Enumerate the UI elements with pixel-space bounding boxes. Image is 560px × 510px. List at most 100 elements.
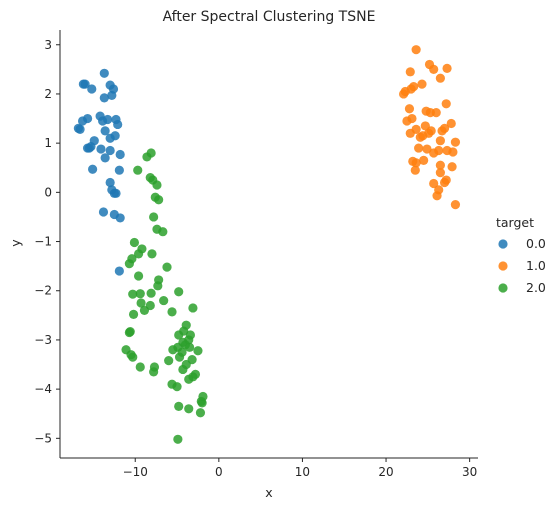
- x-tick-label: 20: [378, 465, 393, 479]
- data-point: [110, 131, 120, 141]
- data-point: [188, 303, 198, 313]
- y-tick-label: −4: [34, 382, 52, 396]
- y-tick-label: −2: [34, 284, 52, 298]
- y-tick-label: −3: [34, 333, 52, 347]
- data-point: [80, 79, 90, 89]
- x-tick-label: 0: [215, 465, 223, 479]
- legend-label: 1.0: [526, 258, 546, 273]
- data-point: [417, 79, 427, 89]
- legend-marker: [498, 283, 508, 293]
- x-axis-label: x: [265, 485, 272, 500]
- data-point: [411, 158, 421, 168]
- data-point: [107, 90, 117, 101]
- data-point: [164, 355, 174, 366]
- data-point: [429, 178, 439, 189]
- data-point: [152, 180, 162, 190]
- data-point: [168, 345, 178, 355]
- data-point: [87, 84, 97, 94]
- data-point: [133, 271, 144, 281]
- data-point: [114, 266, 124, 276]
- data-point: [411, 45, 421, 55]
- data-point: [174, 352, 185, 362]
- data-point: [414, 143, 424, 153]
- legend-items: 0.0 1.0 2.0: [498, 236, 546, 295]
- data-point: [115, 213, 125, 223]
- data-point: [124, 259, 134, 269]
- data-point: [174, 330, 184, 340]
- legend-title: target: [496, 215, 534, 230]
- data-point: [135, 289, 145, 299]
- data-point: [129, 237, 140, 248]
- legend-marker: [498, 239, 508, 249]
- y-tick-label: −5: [34, 431, 52, 445]
- data-point: [159, 295, 169, 306]
- data-point: [133, 249, 144, 259]
- legend-label: 0.0: [526, 236, 546, 251]
- legend-marker: [498, 261, 508, 271]
- data-point: [153, 281, 163, 291]
- data-point: [442, 63, 452, 73]
- data-point: [174, 287, 184, 297]
- data-point: [435, 73, 445, 83]
- data-point: [450, 137, 461, 147]
- data-point: [173, 434, 183, 444]
- data-point: [114, 165, 124, 175]
- data-point: [99, 93, 109, 103]
- y-axis-label: y: [8, 239, 23, 247]
- x-tick-label: −10: [123, 465, 148, 479]
- y-tick-label: 2: [44, 87, 52, 101]
- data-point: [158, 227, 168, 237]
- data-point: [184, 404, 194, 414]
- data-point: [167, 307, 177, 317]
- data-point: [113, 119, 123, 130]
- data-point: [100, 153, 110, 163]
- data-point: [149, 367, 159, 377]
- data-point: [446, 118, 456, 129]
- data-point: [447, 162, 457, 172]
- data-point: [398, 89, 409, 99]
- data-point: [128, 352, 138, 362]
- data-point: [98, 207, 109, 217]
- data-point: [402, 116, 412, 126]
- y-tick-label: 1: [44, 136, 52, 150]
- data-point: [146, 288, 156, 298]
- data-point: [405, 128, 415, 138]
- y-tick-label: −1: [34, 235, 52, 249]
- y-tick-label: 3: [44, 38, 52, 52]
- series-2.0: [121, 148, 208, 444]
- data-point: [410, 165, 420, 175]
- data-point: [448, 147, 458, 157]
- data-point: [139, 305, 150, 316]
- data-point: [441, 99, 451, 109]
- data-point: [435, 160, 445, 170]
- data-point: [419, 155, 429, 165]
- data-point: [424, 59, 435, 70]
- data-point: [99, 68, 109, 78]
- data-point: [178, 364, 188, 375]
- data-point: [429, 148, 439, 158]
- data-point: [135, 362, 145, 372]
- data-point: [184, 342, 195, 352]
- data-point: [111, 188, 121, 198]
- x-tick-label: 30: [462, 465, 477, 479]
- data-point: [439, 177, 450, 188]
- data-point: [162, 262, 172, 272]
- y-tick-label: 0: [44, 185, 52, 199]
- data-point: [195, 408, 206, 418]
- legend: target 0.0 1.0 2.0: [496, 215, 546, 295]
- data-point: [404, 104, 415, 114]
- data-point: [96, 144, 106, 154]
- data-point: [136, 298, 146, 308]
- data-point: [142, 152, 152, 162]
- data-point: [128, 309, 139, 319]
- data-point: [174, 401, 184, 411]
- data-point: [100, 126, 110, 136]
- data-point: [82, 113, 93, 124]
- data-point: [415, 132, 425, 142]
- data-point: [172, 382, 182, 392]
- data-point: [105, 177, 115, 188]
- data-point: [154, 195, 164, 205]
- data-point: [105, 145, 115, 156]
- data-point: [115, 149, 125, 160]
